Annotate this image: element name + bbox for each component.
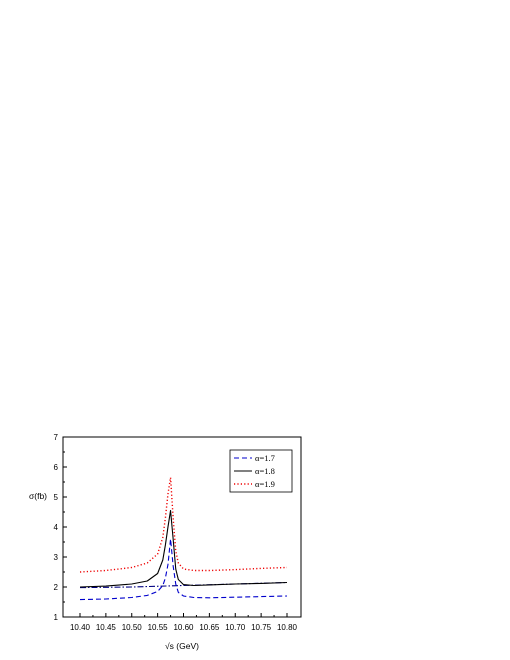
plot-area <box>79 476 288 601</box>
legend-label: α=1.8 <box>255 466 275 476</box>
legend-label: α=1.9 <box>255 479 275 489</box>
x-tick-label: 10.40 <box>70 623 91 632</box>
x-tick-label: 10.55 <box>148 623 169 632</box>
y-tick-label: 4 <box>54 523 59 532</box>
x-axis-title: √s (GeV) <box>165 641 199 651</box>
x-tick-label: 10.50 <box>122 623 143 632</box>
legend-label: α=1.7 <box>255 453 275 463</box>
y-axis-title: σ(fb) <box>29 491 47 501</box>
y-tick-label: 1 <box>54 613 59 622</box>
series-line-0 <box>79 538 288 601</box>
series-line-1 <box>79 509 288 588</box>
y-tick-label: 6 <box>54 463 59 472</box>
x-tick-label: 10.75 <box>251 623 272 632</box>
x-axis: 10.40 10.45 10.50 10.55 10.60 10.65 10.70 10.75… <box>70 613 298 632</box>
x-tick-label: 10.45 <box>96 623 117 632</box>
series-line-2 <box>79 476 288 573</box>
y-tick-label: 5 <box>54 493 59 502</box>
x-tick-label: 10.80 <box>277 623 298 632</box>
y-tick-label: 7 <box>54 433 59 442</box>
x-tick-label: 10.70 <box>225 623 246 632</box>
y-tick-label: 3 <box>54 553 59 562</box>
x-tick-label: 10.65 <box>199 623 220 632</box>
x-tick-label: 10.60 <box>173 623 194 632</box>
y-axis: 1 2 3 4 5 6 7 <box>54 433 67 622</box>
legend-box <box>229 449 293 493</box>
legend: α=1.7 α=1.8 α=1.9 <box>229 449 293 493</box>
y-tick-label: 2 <box>54 583 59 592</box>
